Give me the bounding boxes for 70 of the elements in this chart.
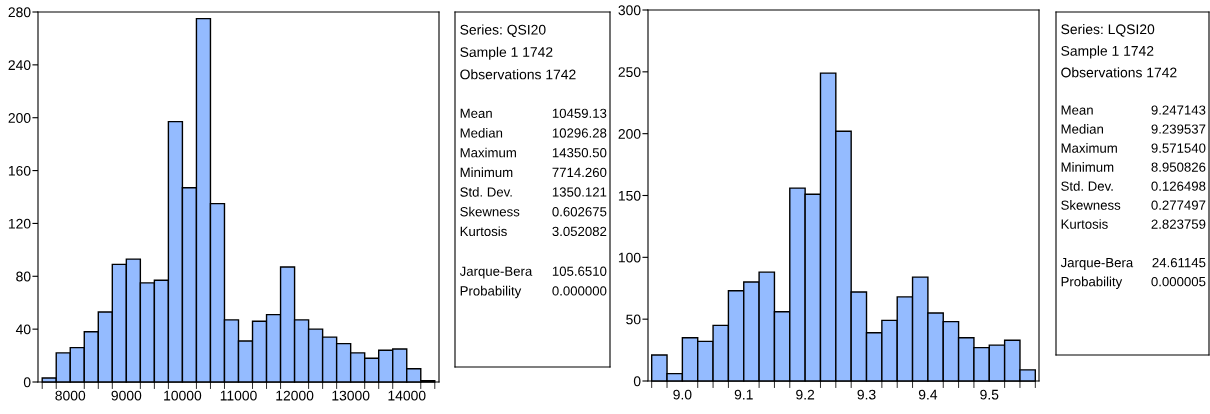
x-tick-label: 9.5 bbox=[980, 389, 999, 400]
text: 1350.121 bbox=[552, 187, 607, 197]
text: Maximum bbox=[1061, 143, 1117, 153]
y-tick-label: 200 bbox=[618, 129, 641, 139]
text: Median bbox=[460, 127, 503, 138]
text: Skewness bbox=[460, 206, 520, 217]
x-tick-label: 9.3 bbox=[857, 389, 876, 400]
text: Skewness bbox=[1061, 200, 1121, 210]
text: 9.239537 bbox=[1151, 124, 1206, 134]
text: 0.000000 bbox=[552, 286, 607, 296]
text: Jarque-Bera bbox=[1060, 258, 1134, 270]
text: 2.823759 bbox=[1151, 219, 1206, 229]
text: 7714.260 bbox=[552, 167, 607, 178]
text: Observations 1742 bbox=[1061, 67, 1177, 78]
x-tick-label: 10000 bbox=[164, 390, 202, 401]
y-tick-label: 80 bbox=[16, 271, 31, 282]
x-tick-label: 9.2 bbox=[796, 389, 815, 400]
text: 0.000005 bbox=[1151, 276, 1206, 287]
text: Mean bbox=[460, 108, 492, 118]
y-tick-label: 0 bbox=[23, 377, 31, 388]
x-tick-label: 12000 bbox=[276, 390, 314, 401]
text: Observations 1742 bbox=[460, 69, 576, 80]
y-tick-label: 0 bbox=[633, 376, 641, 387]
text: 0.277497 bbox=[1151, 200, 1206, 210]
text: Minimum bbox=[460, 167, 513, 178]
y-tick-label: 300 bbox=[618, 5, 641, 16]
text: Std. Dev. bbox=[1061, 181, 1113, 191]
x-tick-label: 14000 bbox=[388, 390, 426, 401]
x-tick-label: 9.1 bbox=[734, 389, 753, 400]
text: 9.247143 bbox=[1151, 105, 1206, 115]
text: 0.126498 bbox=[1151, 181, 1206, 191]
text: Maximum bbox=[460, 147, 516, 158]
y-tick-label: 250 bbox=[618, 67, 641, 77]
text: 24.61145 bbox=[1152, 257, 1206, 268]
y-tick-label: 240 bbox=[8, 60, 31, 71]
text: 0.602675 bbox=[552, 207, 607, 217]
text: 8.950826 bbox=[1151, 162, 1206, 172]
text: Series: QSI20 bbox=[460, 24, 546, 38]
x-tick-label: 11000 bbox=[220, 390, 257, 401]
y-tick-label: 200 bbox=[8, 113, 31, 123]
text: Mean bbox=[1061, 105, 1093, 115]
text: 10459.13 bbox=[552, 108, 607, 118]
text: Minimum bbox=[1061, 162, 1114, 172]
x-tick-label: 9000 bbox=[111, 390, 142, 401]
text: Kurtosis bbox=[1061, 219, 1108, 229]
text: 9.571540 bbox=[1151, 143, 1206, 153]
text: 14350.50 bbox=[552, 148, 607, 158]
x-tick-label: 9.4 bbox=[918, 389, 938, 400]
text: Median bbox=[1061, 124, 1104, 134]
text: Sample 1 1742 bbox=[1061, 45, 1154, 59]
y-tick-label: 150 bbox=[618, 190, 641, 201]
y-tick-label: 100 bbox=[618, 252, 641, 263]
text: Jarque-Bera bbox=[459, 266, 533, 279]
text: Std. Dev. bbox=[460, 187, 512, 197]
text: 3.052082 bbox=[552, 226, 607, 237]
y-tick-label: 120 bbox=[8, 218, 31, 229]
text: 10296.28 bbox=[552, 128, 607, 138]
x-tick-label: 13000 bbox=[332, 390, 370, 401]
y-tick-label: 160 bbox=[8, 165, 31, 176]
text: Probability bbox=[460, 285, 522, 299]
text: Series: LQSI20 bbox=[1061, 24, 1155, 37]
text: Probability bbox=[1061, 276, 1123, 289]
x-tick-label: 9.0 bbox=[673, 389, 692, 400]
y-tick-label: 50 bbox=[626, 314, 641, 325]
text: Sample 1 1742 bbox=[460, 46, 553, 60]
text: Kurtosis bbox=[460, 226, 507, 237]
x-tick-label: 8000 bbox=[55, 390, 86, 401]
text: 105.6510 bbox=[552, 266, 607, 276]
y-tick-label: 280 bbox=[8, 7, 31, 18]
y-tick-label: 40 bbox=[15, 324, 31, 335]
